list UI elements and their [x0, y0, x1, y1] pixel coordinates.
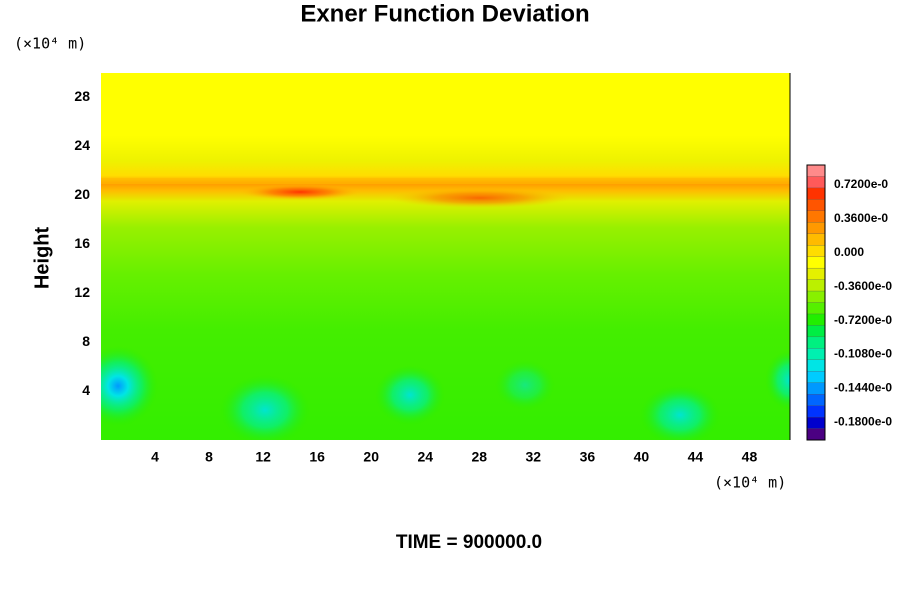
colorbar-band — [806, 348, 826, 361]
colorbar-band — [806, 267, 826, 281]
x-tick-label: 24 — [417, 449, 433, 465]
colorbar-band — [806, 164, 826, 177]
colorbar-band — [806, 428, 826, 441]
x-tick-label: 44 — [688, 449, 704, 465]
colorbar-band — [806, 176, 826, 189]
colorbar-band — [806, 394, 826, 407]
colorbar-band — [806, 233, 826, 246]
colorbar-band — [806, 187, 826, 200]
colorbar-label: 0.3600e-0 — [834, 211, 888, 225]
colorbar-label: -0.7200e-0 — [834, 313, 892, 327]
colorbar-band — [806, 325, 826, 338]
colorbar-frame — [806, 164, 826, 441]
y-tick-label: 16 — [74, 235, 90, 251]
y-unit: (×10⁴ m) — [14, 35, 86, 53]
colorbar-label: -0.1800e-0 — [834, 414, 892, 428]
colorbar-label: -0.1440e-0 — [834, 381, 892, 395]
y-tick-label: 4 — [82, 382, 90, 398]
x-tick-label: 36 — [580, 449, 596, 465]
colorbar-label: -0.3600e-0 — [834, 279, 892, 293]
colorbar-band — [806, 405, 826, 418]
chart-title: Exner Function Deviation — [300, 0, 589, 27]
y-tick-label: 20 — [74, 186, 90, 202]
colorbar: 0.7200e-0 0.3600e-0 0.000 -0.3600e-0 -0.7200… — [806, 164, 892, 441]
colorbar-band — [806, 199, 826, 212]
colorbar-band — [806, 222, 826, 235]
colorbar-band — [806, 290, 826, 303]
x-tick-label: 20 — [363, 449, 379, 465]
colorbar-band — [806, 313, 826, 326]
y-tick-label: 28 — [74, 88, 90, 104]
y-tick-label: 24 — [74, 137, 90, 153]
colorbar-band — [806, 256, 826, 269]
y-tick-label: 12 — [74, 284, 90, 300]
x-tick-label: 48 — [742, 449, 758, 465]
colorbar-label: 0.7200e-0 — [834, 177, 888, 191]
contour-field — [101, 73, 790, 440]
x-tick-label: 16 — [309, 449, 325, 465]
colorbar-band — [806, 371, 826, 384]
colorbar-band — [806, 210, 826, 223]
y-tick-label: 8 — [82, 333, 90, 349]
colorbar-band — [806, 336, 826, 349]
x-tick-label: 40 — [634, 449, 650, 465]
colorbar-band — [806, 279, 826, 292]
colorbar-band — [806, 359, 826, 372]
colorbar-label: 0.000 — [834, 245, 864, 259]
x-tick-label: 4 — [151, 449, 159, 465]
y-axis-label: Height — [31, 227, 53, 290]
x-tick-label: 32 — [526, 449, 542, 465]
x-tick-label: 12 — [255, 449, 271, 465]
colorbar-band — [806, 245, 826, 258]
colorbar-label: -0.1080e-0 — [834, 347, 892, 361]
colorbar-band — [806, 416, 826, 429]
x-tick-label: 8 — [205, 449, 213, 465]
colorbar-band — [806, 382, 826, 395]
x-tick-label: 28 — [471, 449, 487, 465]
x-unit: (×10⁴ m) — [714, 474, 786, 492]
colorbar-band — [806, 302, 826, 315]
time-label: TIME = 900000.0 — [396, 532, 542, 553]
